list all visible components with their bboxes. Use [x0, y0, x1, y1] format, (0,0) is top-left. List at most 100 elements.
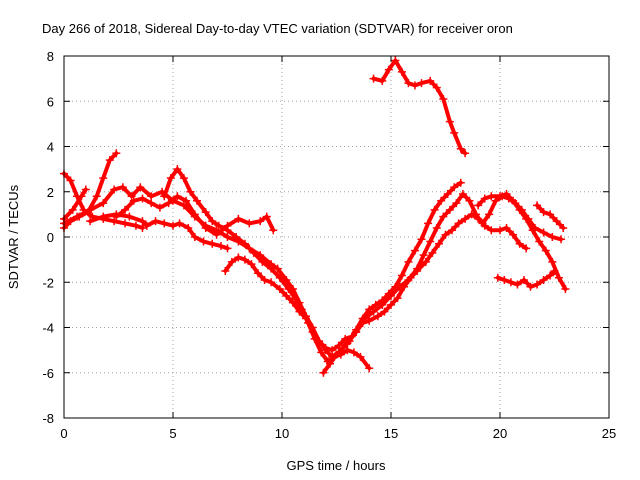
y-tick-label: 8 — [47, 49, 54, 64]
data-point — [456, 178, 465, 187]
data-point — [234, 253, 243, 262]
data-point — [208, 217, 217, 226]
data-point — [559, 223, 568, 232]
data-point — [319, 368, 328, 377]
data-point — [142, 221, 151, 230]
data-point — [147, 192, 156, 201]
data-point — [110, 185, 119, 194]
data-point — [262, 212, 271, 221]
data-point — [515, 205, 524, 214]
data-point — [99, 212, 108, 221]
data-point — [445, 205, 454, 214]
data-point — [437, 196, 446, 205]
data-point — [275, 273, 284, 282]
x-tick-label: 20 — [493, 426, 507, 441]
data-point — [186, 187, 195, 196]
data-point — [432, 83, 441, 92]
data-point — [179, 174, 188, 183]
data-point — [539, 208, 548, 217]
data-point — [546, 271, 555, 280]
data-point — [155, 203, 164, 212]
data-point — [151, 217, 160, 226]
data-point — [66, 176, 75, 185]
data-point — [131, 221, 140, 230]
data-point — [269, 226, 278, 235]
data-point — [317, 348, 326, 357]
data-point — [509, 196, 518, 205]
data-point — [424, 219, 433, 228]
data-point — [190, 233, 199, 241]
data-point — [182, 196, 191, 205]
data-point — [493, 273, 502, 282]
data-point — [308, 328, 317, 337]
data-point — [112, 212, 121, 221]
data-point — [417, 235, 426, 244]
data-point — [256, 217, 265, 226]
data-point — [502, 190, 511, 199]
data-point — [428, 248, 437, 257]
data-point — [519, 275, 528, 284]
x-tick-label: 10 — [275, 426, 289, 441]
data-point — [369, 307, 378, 316]
data-point — [169, 221, 177, 230]
data-point — [526, 282, 535, 291]
data-point — [245, 219, 254, 228]
data-point — [360, 314, 369, 323]
data-point — [404, 257, 413, 266]
data-point — [413, 264, 422, 273]
data-point — [443, 190, 452, 199]
data-point — [214, 221, 223, 230]
data-point — [343, 346, 352, 355]
data-point — [343, 337, 352, 346]
axis-ticks: 0 5 10 15 20 25 -8 -6 -4 -2 0 2 4 6 8 — [42, 49, 616, 441]
data-point — [533, 280, 542, 289]
data-point — [426, 76, 435, 85]
data-point — [380, 307, 389, 316]
data-point — [223, 233, 232, 241]
data-point — [365, 316, 374, 325]
data-point — [175, 219, 184, 228]
data-point — [138, 194, 147, 203]
data-point — [378, 76, 387, 85]
data-point — [391, 56, 400, 65]
data-point — [118, 183, 127, 192]
data-series — [60, 56, 570, 377]
data-point — [160, 192, 169, 201]
data-point — [485, 210, 494, 219]
data-point — [535, 237, 544, 246]
data-point — [260, 275, 269, 284]
data-point — [325, 359, 334, 368]
data-point — [550, 266, 559, 275]
data-point — [295, 307, 304, 316]
data-point — [129, 196, 138, 205]
data-point — [554, 273, 563, 282]
data-point — [450, 183, 459, 192]
data-point — [179, 201, 188, 210]
series-arc-5 — [88, 212, 230, 251]
y-tick-label: -6 — [42, 366, 54, 381]
data-point — [445, 117, 454, 126]
data-point — [315, 337, 324, 346]
data-point — [513, 280, 522, 289]
data-point — [110, 217, 119, 226]
y-tick-label: 2 — [47, 185, 54, 200]
data-point — [275, 285, 284, 294]
data-point — [439, 94, 448, 103]
data-point — [541, 246, 550, 255]
data-point — [216, 242, 225, 251]
data-point — [561, 285, 570, 294]
data-point — [365, 364, 374, 373]
y-tick-label: -4 — [42, 321, 54, 336]
data-point — [321, 346, 330, 355]
data-point — [221, 266, 230, 275]
data-point — [474, 201, 483, 210]
data-point — [533, 201, 542, 210]
data-point — [77, 192, 86, 201]
data-point — [404, 275, 413, 284]
data-point — [369, 74, 378, 83]
data-point — [138, 223, 147, 232]
y-tick-label: 4 — [47, 140, 54, 155]
data-point — [458, 190, 467, 199]
data-point — [439, 212, 448, 221]
data-point — [509, 230, 518, 239]
